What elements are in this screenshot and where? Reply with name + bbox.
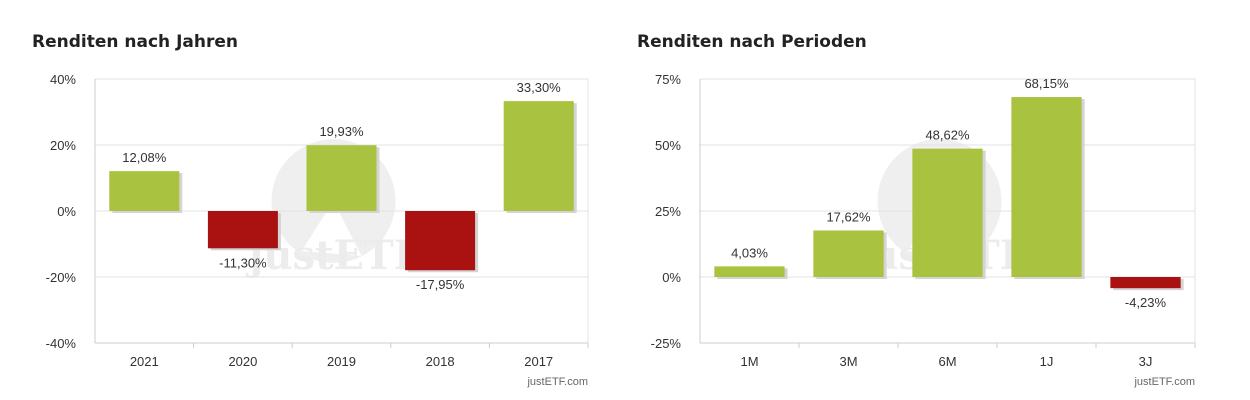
bar-6M [912,148,983,277]
x-tick-label: 2019 [327,354,356,369]
y-tick-label: -20% [46,270,77,285]
bar-2019 [306,145,377,211]
data-label: -11,30% [219,255,267,270]
y-tick-label: 0% [57,204,76,219]
bar-2021 [109,171,180,211]
bar-3J [1110,277,1181,289]
y-tick-label: 20% [50,138,76,153]
y-tick-label: -25% [651,336,682,351]
data-label: 12,08% [122,150,167,165]
bar-1M [714,266,785,277]
x-tick-label: 1M [740,354,758,369]
bar-3M [813,230,884,277]
data-label: 48,62% [925,128,970,143]
data-label: 33,30% [517,80,562,95]
bar-2017 [503,101,574,211]
y-tick-label: -40% [46,336,77,351]
x-tick-label: 2018 [426,354,455,369]
bar-2020 [207,211,278,249]
data-label: -17,95% [416,277,465,292]
source-credit: justETF.com [526,376,588,388]
chart-yearly-returns: Renditen nach Jahren justETF 40% 20% 0% -20%… [32,32,589,388]
data-label: 17,62% [826,209,871,224]
source-credit: justETF.com [1133,376,1195,388]
chart-svg: justETF40%20%0%-20%-40%12,08%2021-11,30%… [46,72,589,388]
y-tick-label: 50% [655,138,681,153]
x-tick-label: 1J [1040,354,1054,369]
x-tick-label: 2021 [130,354,159,369]
y-tick-label: 25% [655,204,681,219]
data-label: -4,23% [1125,295,1167,310]
bar-2018 [405,211,476,271]
x-tick-label: 3J [1139,354,1153,369]
y-tick-label: 0% [662,270,681,285]
x-tick-label: 3M [839,354,857,369]
data-label: 19,93% [319,124,364,139]
x-tick-label: 2017 [524,354,553,369]
y-tick-label: 40% [50,72,76,87]
x-tick-label: 6M [938,354,956,369]
y-tick-label: 75% [655,72,681,87]
data-label: 4,03% [731,245,768,260]
chart-period-returns: Renditen nach Perioden justETF75%50%25%0… [625,0,1250,400]
x-tick-label: 2020 [228,354,257,369]
chart-svg: justETF75%50%25%0%-25%4,03%1M17,62%3M48,… [651,72,1196,388]
chart-title: Renditen nach Perioden [637,32,867,52]
chart-title: Renditen nach Jahren [32,32,238,52]
data-label: 68,15% [1024,76,1069,91]
bar-1J [1011,97,1082,277]
